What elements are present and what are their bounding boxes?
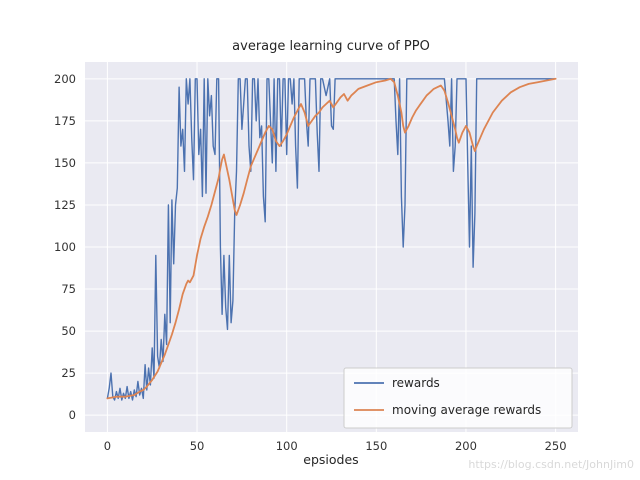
y-axis-tick-label: 175 bbox=[54, 114, 76, 128]
series-line-rewards bbox=[106, 78, 557, 401]
y-axis-tick-label: 25 bbox=[61, 366, 76, 380]
x-axis-tick-label: 200 bbox=[455, 439, 477, 453]
legend: rewards moving average rewards bbox=[343, 367, 573, 429]
y-axis-tick-label: 75 bbox=[61, 282, 76, 296]
x-axis-tick-label: 0 bbox=[104, 439, 111, 453]
x-axis-tick-label: 100 bbox=[276, 439, 298, 453]
y-axis-tick-label: 125 bbox=[54, 198, 76, 212]
y-axis-tick-label: 100 bbox=[54, 240, 76, 254]
y-axis-tick-label: 200 bbox=[54, 72, 76, 86]
chart-title: average learning curve of PPO bbox=[232, 39, 430, 54]
series-line-moving-average-rewards bbox=[106, 77, 557, 400]
x-axis-tick-label: 150 bbox=[365, 439, 387, 453]
watermark-text: https://blog.csdn.net/JohnJim0 bbox=[468, 458, 634, 471]
y-axis-tick-label: 150 bbox=[54, 156, 76, 170]
legend-label: rewards bbox=[392, 376, 440, 390]
x-axis-tick-label: 50 bbox=[190, 439, 205, 453]
y-axis-tick-label: 50 bbox=[61, 324, 76, 338]
y-axis-tick-label: 0 bbox=[69, 408, 76, 422]
legend-box bbox=[343, 367, 573, 429]
legend-label: moving average rewards bbox=[392, 403, 541, 417]
x-axis-tick-label: 250 bbox=[545, 439, 567, 453]
x-axis-label: epsiodes bbox=[303, 452, 358, 467]
